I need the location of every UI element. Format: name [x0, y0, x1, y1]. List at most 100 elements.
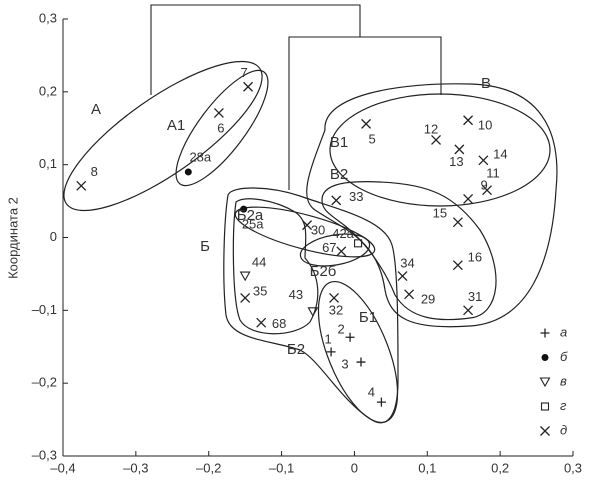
plus: [540, 328, 550, 338]
point-label: 29: [421, 292, 435, 307]
cross: [452, 260, 463, 271]
point-marker: [240, 292, 251, 303]
point-marker: [331, 195, 342, 206]
point-marker: [397, 271, 408, 282]
point-label: 13: [449, 154, 463, 169]
plus: [326, 347, 336, 357]
square: [354, 239, 363, 248]
square: [540, 402, 550, 411]
point-label: 30: [311, 223, 325, 238]
point-marker: [354, 239, 363, 248]
legend-marker: [541, 354, 549, 361]
point-marker: [478, 155, 489, 166]
cross: [240, 292, 251, 303]
point-marker: [307, 307, 319, 317]
cross: [336, 246, 347, 257]
cluster-label: А: [91, 101, 101, 118]
triangle: [307, 307, 319, 317]
point-label: 32: [329, 302, 343, 317]
cross: [302, 220, 313, 231]
point-marker: [356, 357, 366, 367]
point-label: 25а: [242, 217, 264, 232]
point-label: 16: [468, 250, 482, 265]
point-label: 15: [433, 206, 447, 221]
point-label: 6: [217, 120, 224, 135]
cluster-label: В2: [330, 166, 348, 183]
point-marker: [482, 185, 492, 196]
point-label: 68: [272, 316, 286, 331]
point-marker: [336, 246, 347, 257]
y-axis-label: Координата 2: [5, 197, 20, 279]
point-marker: [326, 347, 336, 357]
cross: [331, 195, 342, 206]
point-marker: [361, 118, 372, 129]
dot: [240, 205, 248, 213]
y-tick-label: –0,2: [32, 375, 57, 390]
cross: [213, 107, 224, 118]
point-marker: [329, 292, 339, 303]
triangle: [539, 377, 551, 388]
cluster-outlines: [63, 60, 558, 424]
legend-label: а: [560, 324, 567, 339]
point-label: 44: [252, 255, 266, 270]
legend-marker: [539, 377, 551, 388]
cluster-label: В: [481, 75, 491, 92]
legend-label: д: [560, 422, 567, 437]
point-marker: [404, 289, 415, 300]
point-marker: [302, 220, 313, 231]
y-tick-label: 0,1: [39, 156, 57, 171]
cluster-label: Б2б: [310, 263, 337, 280]
triangle: [239, 271, 251, 282]
point-label: 28а: [189, 149, 211, 164]
point-marker: [239, 271, 251, 282]
x-tick-label: –0,3: [123, 460, 148, 475]
point-marker: [463, 193, 474, 204]
cross: [463, 115, 474, 126]
point-label: 11: [486, 166, 500, 181]
x-tick-label: –0,1: [269, 460, 294, 475]
x-tick-label: –0,4: [50, 460, 75, 475]
point-marker: [463, 305, 474, 316]
point-label: 10: [478, 118, 492, 133]
point-marker: [213, 107, 224, 118]
point-label: 8: [91, 164, 98, 179]
legend-label: в: [560, 373, 567, 388]
cross: [243, 81, 254, 92]
point-marker: [452, 217, 463, 228]
point-label: 31: [468, 289, 482, 304]
point-label: 34: [400, 256, 414, 271]
legend-marker: [540, 426, 550, 436]
point-label: 1: [324, 331, 331, 346]
point-label: 2: [337, 322, 344, 337]
point-label: 12: [424, 121, 438, 136]
y-tick-label: 0,2: [39, 83, 57, 98]
cluster-label: Б2: [287, 341, 305, 358]
cross: [361, 118, 372, 129]
point-label: 4: [368, 385, 375, 400]
y-tick-label: –0,1: [32, 302, 57, 317]
plus: [345, 332, 355, 342]
x-tick-label: 0: [351, 460, 358, 475]
cross: [404, 289, 415, 300]
plus: [356, 357, 366, 367]
dendrogram: [150, 4, 442, 190]
point-marker: [345, 332, 355, 342]
point-marker: [243, 81, 254, 92]
point-label: 14: [493, 147, 507, 162]
point-marker: [463, 115, 474, 126]
point-label: 42а: [332, 226, 354, 241]
cross: [463, 305, 474, 316]
cross: [431, 134, 441, 145]
dot: [184, 168, 192, 176]
cluster-label: А1: [167, 117, 185, 134]
cross: [540, 426, 550, 436]
cross: [452, 217, 463, 228]
y-tick-label: –0,3: [32, 447, 57, 462]
point-label: 7: [240, 65, 247, 80]
cross: [329, 292, 339, 303]
point-label: 9: [480, 177, 487, 192]
dot: [541, 354, 549, 361]
cross: [454, 144, 465, 155]
point-label: 43: [289, 287, 303, 302]
